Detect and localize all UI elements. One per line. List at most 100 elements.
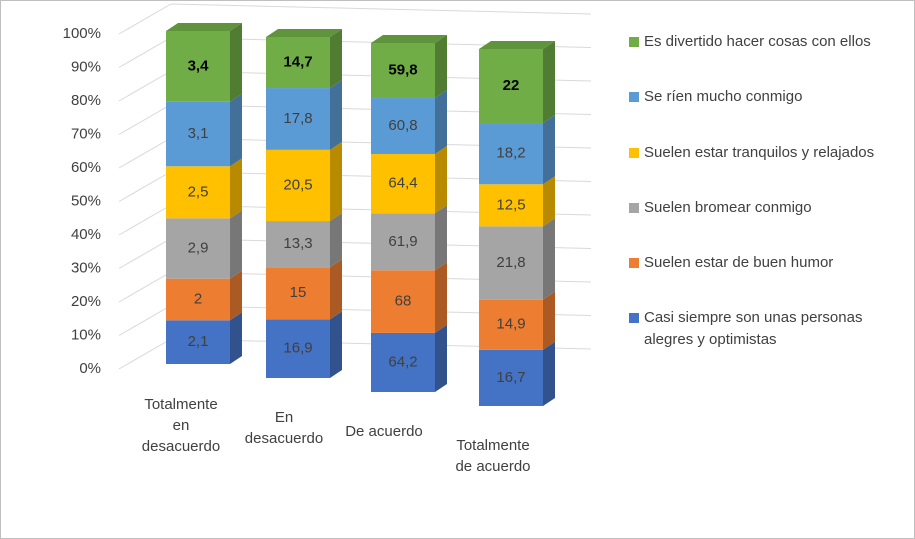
bar-segment: [479, 41, 555, 124]
bar-side: [330, 259, 342, 320]
data-label: 3,1: [188, 125, 209, 142]
legend-label: Se ríen mucho conmigo: [644, 88, 803, 105]
legend-swatch: [629, 92, 639, 102]
bar-segment: [266, 141, 342, 222]
y-tick-label: 10%: [71, 326, 101, 343]
bar-side: [543, 341, 555, 406]
bar-side: [543, 115, 555, 185]
bar-segment: [166, 270, 242, 321]
data-label: 15: [290, 284, 307, 301]
data-label: 14,9: [496, 316, 525, 333]
bar-front: [166, 31, 230, 102]
data-label: 22: [503, 77, 520, 94]
bar-front: [371, 213, 435, 271]
data-label: 14,7: [283, 53, 312, 70]
bar-side: [230, 270, 242, 321]
bar-front: [479, 226, 543, 300]
bar-side: [330, 80, 342, 150]
x-tick-label: De acuerdo: [345, 423, 423, 440]
bar-side: [435, 146, 447, 214]
legend-label: Suelen bromear conmigo: [644, 199, 812, 216]
bar-front: [479, 349, 543, 406]
data-label: 2,9: [188, 239, 209, 256]
bar-top: [166, 23, 242, 31]
bar-side: [435, 90, 447, 155]
bar-front: [266, 221, 330, 268]
bar-side: [435, 205, 447, 271]
x-tick-label: Totalmente en desacuerdo: [141, 396, 221, 455]
data-label: 13,3: [283, 235, 312, 252]
bar-segment: [166, 158, 242, 219]
data-label: 2,1: [188, 333, 209, 350]
data-label: 61,9: [388, 233, 417, 250]
legend-swatch: [629, 313, 639, 323]
y-tick-label: 30%: [71, 259, 101, 276]
legend-label: Es divertido hacer cosas con ellos: [644, 33, 871, 50]
bar-front: [166, 101, 230, 167]
data-label: 2: [194, 290, 202, 307]
bar-front: [371, 98, 435, 155]
bar-front: [479, 184, 543, 227]
bar-side: [330, 311, 342, 378]
bar-front: [266, 267, 330, 320]
bar-segment: [266, 29, 342, 89]
x-tick-label: En desacuerdo: [244, 409, 324, 447]
data-label: 68: [395, 293, 412, 310]
bar-segment: [479, 341, 555, 406]
data-label: 16,7: [496, 369, 525, 386]
bar-side: [230, 23, 242, 102]
bar-segment: [371, 324, 447, 392]
bar-top: [371, 35, 447, 43]
bar-side: [230, 93, 242, 167]
bar-front: [166, 320, 230, 364]
data-label: 18,2: [496, 145, 525, 162]
bar-front: [266, 149, 330, 222]
data-label: 21,8: [496, 254, 525, 271]
bar-side: [330, 141, 342, 222]
bar-front: [479, 299, 543, 350]
bar-front: [371, 332, 435, 392]
bar-side: [543, 176, 555, 227]
bar-front: [371, 154, 435, 214]
bar-side: [330, 29, 342, 89]
bar-segment: [479, 218, 555, 300]
y-tick-label: 0%: [79, 360, 101, 377]
bar-front: [166, 166, 230, 219]
bar-front: [371, 43, 435, 99]
bar-segment: [266, 213, 342, 268]
bar-side: [543, 291, 555, 350]
bar-segment: [166, 312, 242, 364]
data-label: 3,4: [188, 57, 210, 74]
data-label: 16,9: [283, 340, 312, 357]
bar-side: [435, 324, 447, 392]
data-label: 60,8: [388, 117, 417, 134]
bar-segment: [266, 259, 342, 320]
data-label: 59,8: [388, 61, 417, 78]
bar-front: [479, 49, 543, 124]
bar-segment: [371, 35, 447, 99]
bar-segment: [479, 291, 555, 350]
bar-side: [543, 41, 555, 124]
bar-segment: [479, 115, 555, 185]
legend-swatch: [629, 148, 639, 158]
legend-swatch: [629, 37, 639, 47]
y-tick-label: 100%: [63, 25, 101, 42]
data-label: 64,4: [388, 175, 417, 192]
bar-segment: [479, 176, 555, 227]
bar-side: [230, 158, 242, 219]
bar-segment: [371, 146, 447, 214]
bar-segment: [266, 80, 342, 150]
bar-front: [266, 37, 330, 89]
bar-segment: [166, 23, 242, 102]
y-tick-label: 70%: [71, 125, 101, 142]
bar-segment: [371, 90, 447, 155]
y-tick-label: 40%: [71, 226, 101, 243]
legend-swatch: [629, 203, 639, 213]
grid-line: [118, 3, 592, 35]
bar-front: [266, 319, 330, 378]
y-tick-label: 80%: [71, 92, 101, 109]
bar-side: [543, 218, 555, 300]
bar-front: [266, 88, 330, 150]
